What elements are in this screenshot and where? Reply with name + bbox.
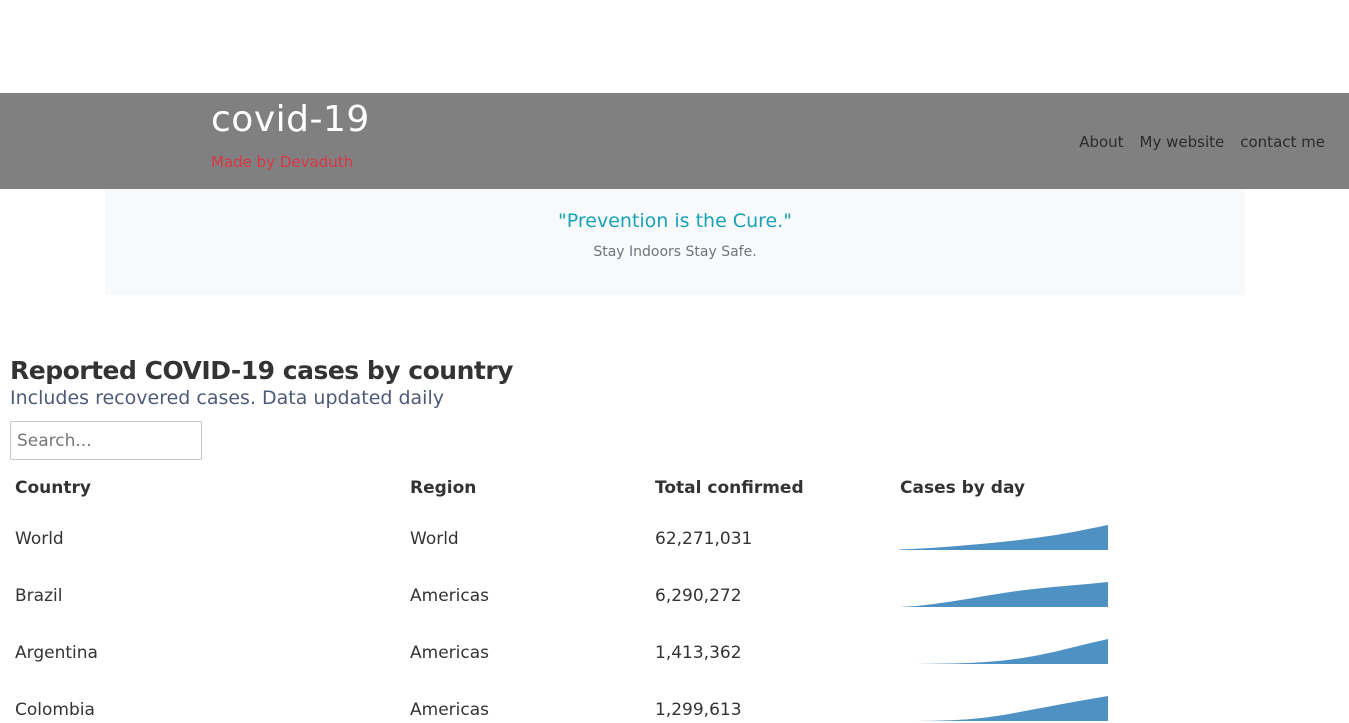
cell-total-confirmed: 62,271,031 [655,529,753,549]
cell-total-confirmed: 1,413,362 [655,643,742,663]
banner-text: Stay Indoors Stay Safe. [593,244,757,260]
sparkline [899,525,1108,550]
search-input[interactable] [10,421,202,460]
cell-region: World [410,529,459,549]
nav-link-about[interactable]: About [1079,133,1124,151]
sparkline-area [899,525,1108,550]
sparkline-area [899,582,1108,607]
column-header-country[interactable]: Country [15,478,91,498]
cell-region: Americas [410,700,489,720]
cell-country: Argentina [15,643,98,663]
banner-quote: "Prevention is the Cure." [558,210,792,232]
nav-link-contact-me[interactable]: contact me [1240,133,1325,151]
sparkline [899,696,1108,721]
sparkline-area [899,639,1108,664]
banner: "Prevention is the Cure." Stay Indoors S… [105,189,1245,295]
cell-total-confirmed: 1,299,613 [655,700,742,720]
cell-region: Americas [410,643,489,663]
section-title: Reported COVID-19 cases by country [10,356,513,385]
nav-link-my-website[interactable]: My website [1139,133,1225,151]
cell-country: Brazil [15,586,63,606]
cell-country: Colombia [15,700,95,720]
brand-title[interactable]: covid-19 [211,99,370,140]
sparkline-area [899,696,1108,721]
cell-region: Americas [410,586,489,606]
column-header-region[interactable]: Region [410,478,477,498]
cell-total-confirmed: 6,290,272 [655,586,742,606]
column-header-total-confirmed[interactable]: Total confirmed [655,478,804,498]
section-subtitle: Includes recovered cases. Data updated d… [10,387,444,409]
column-header-cases-by-day[interactable]: Cases by day [900,478,1026,498]
brand-subtitle: Made by Devaduth [211,153,354,171]
navbar [0,93,1349,189]
cell-country: World [15,529,64,549]
sparkline [899,639,1108,664]
nav-links: About My website contact me [1079,132,1325,152]
sparkline [899,582,1108,607]
